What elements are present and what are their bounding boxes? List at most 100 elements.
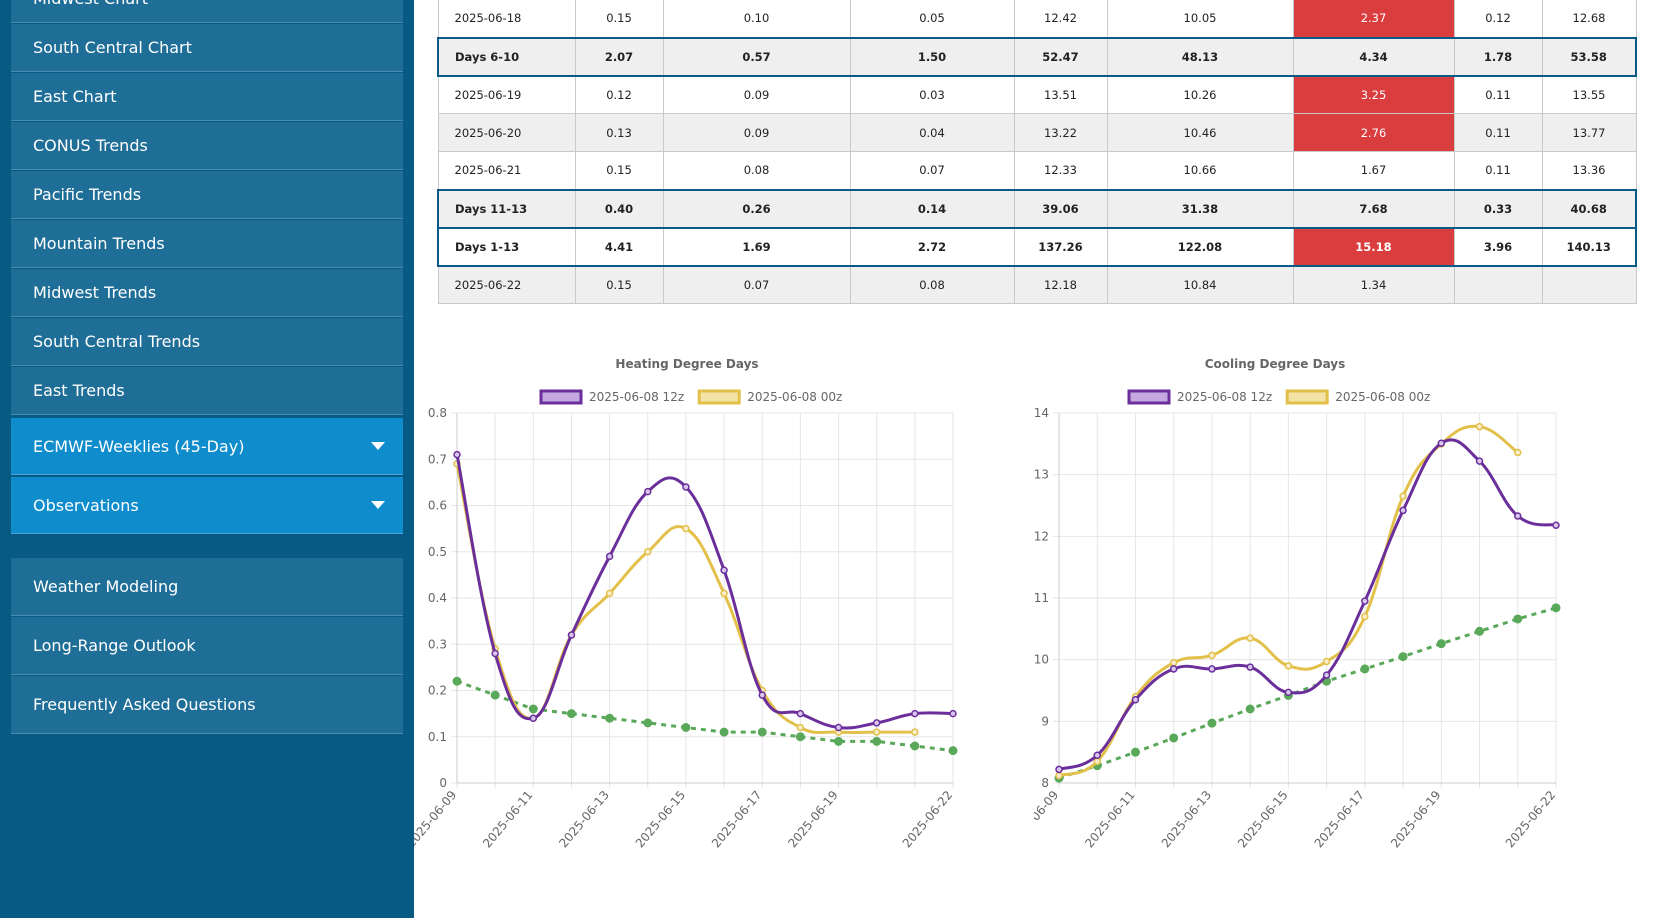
value-cell: 13.77 [1541,113,1637,152]
sidebar-item-east-chart[interactable]: East Chart [11,73,403,121]
sidebar-item-label: Midwest Chart [33,0,148,8]
value-cell: 10.05 [1106,0,1294,38]
sidebar-item-observations[interactable]: Observations [11,477,403,534]
data-point [1284,688,1293,697]
value-cell: 48.13 [1106,36,1294,77]
sidebar-item-midwest-trends[interactable]: Midwest Trends [11,269,403,317]
x-tick-label: 2025-06-13 [556,788,612,850]
data-point [1514,448,1522,457]
data-point [491,649,499,658]
value-cell: 15.18 [1292,226,1455,267]
y-tick-label: 14 [1034,406,1049,420]
chevron-down-icon [371,501,385,509]
data-point [1475,422,1484,431]
row-label-cell: Days 11-13 [437,188,576,229]
value-cell: 0.11 [1453,75,1543,114]
x-tick-label: 2025-06-17 [709,788,765,850]
x-tick-label: 2025-06-09 [414,788,459,850]
table-row: 2025-06-18 0.15 0.10 0.05 12.42 10.05 2.37 0.12… [437,0,1637,38]
sidebar-item-south-central-chart[interactable]: South Central Chart [11,24,403,72]
value-cell: 31.38 [1106,188,1294,229]
value-cell: 122.08 [1106,226,1294,267]
x-tick-label: 2025-06-13 [1159,788,1215,850]
data-point [1513,614,1523,624]
value-cell: 0.40 [574,188,664,229]
x-tick-label: 2025-06-09 [1034,788,1061,850]
value-cell: 0.12 [574,75,664,114]
data-point [1361,612,1369,621]
value-cell: 3.96 [1453,226,1543,267]
value-cell: 0.13 [574,113,664,152]
value-cell: 12.18 [1013,265,1108,304]
data-point [1130,747,1140,757]
value-cell: 0.33 [1453,188,1543,229]
value-cell: 0.12 [1453,0,1543,38]
data-point [1131,696,1140,704]
x-tick-label: 2025-06-11 [480,788,536,850]
value-cell: 0.03 [849,75,1015,114]
sidebar-item-east-trends[interactable]: East Trends [11,367,403,415]
sidebar-item-faq[interactable]: Frequently Asked Questions [11,676,403,734]
y-tick-label: 12 [1034,529,1049,543]
sidebar-item-weather-modeling[interactable]: Weather Modeling [11,558,403,616]
row-label-cell: Days 1-13 [437,226,576,267]
x-tick-label: 2025-06-22 [900,788,956,850]
data-point [1475,626,1485,636]
value-cell: 0.57 [662,36,851,77]
data-point [834,723,843,732]
data-point [605,552,614,561]
data-point [1246,634,1254,642]
data-point [453,450,461,459]
data-point [1169,665,1178,673]
value-cell: 0.04 [849,113,1015,152]
value-cell: 40.68 [1541,188,1637,229]
x-tick-label: 2025-06-19 [1388,788,1444,850]
y-tick-label: 0.7 [428,452,447,466]
sidebar-item-label: ECMWF-Weeklies (45-Day) [33,436,245,456]
value-cell: 10.84 [1106,265,1294,304]
y-tick-label: 0.2 [428,684,447,698]
sidebar: Midwest Chart South Central Chart East C… [0,0,414,918]
data-point [796,723,805,732]
value-cell: 1.78 [1453,36,1543,77]
data-point [605,713,615,723]
data-point [1245,704,1255,714]
sidebar-item-midwest-chart[interactable]: Midwest Chart [11,0,403,23]
legend-swatch [1285,389,1329,405]
data-point [528,704,538,714]
value-cell: 52.47 [1013,36,1108,77]
y-tick-label: 0.3 [428,637,447,651]
sidebar-item-mountain-trends[interactable]: Mountain Trends [11,220,403,268]
data-point [1322,657,1331,666]
degree-day-table: 2025-06-18 0.15 0.10 0.05 12.42 10.05 2.37 0.12… [437,0,1637,304]
table-row: 2025-06-21 0.15 0.08 0.07 12.33 10.66 1.67 0.11… [437,151,1637,190]
x-tick-label: 2025-06-22 [1503,788,1559,850]
data-point [1093,751,1101,759]
table-row: 2025-06-19 0.12 0.09 0.03 13.51 10.26 3.25 0.11… [437,75,1637,114]
sidebar-item-pacific-trends[interactable]: Pacific Trends [11,171,403,219]
sidebar-item-conus-trends[interactable]: CONUS Trends [11,122,403,170]
sidebar-item-long-range-outlook[interactable]: Long-Range Outlook [11,617,403,675]
summary-row: Days 11-13 0.40 0.26 0.14 39.06 31.38 7.68 0.33… [437,188,1637,229]
chart-title: Heating Degree Days [615,357,758,371]
data-point [910,741,920,751]
row-label-cell: 2025-06-20 [437,113,576,152]
row-label-cell: 2025-06-19 [437,75,576,114]
data-point [1475,457,1484,465]
value-cell [1541,265,1637,304]
sidebar-item-ecmwf-weeklies[interactable]: ECMWF-Weeklies (45-Day) [11,418,403,475]
data-point [1514,512,1522,520]
main-content: 2025-06-18 0.15 0.10 0.05 12.42 10.05 2.37 0.12… [414,0,1658,918]
row-label-cell: 2025-06-18 [437,0,576,38]
data-point [644,487,652,496]
data-point [1398,652,1408,662]
data-point [1399,506,1407,515]
series-line [455,454,954,730]
value-cell: 10.66 [1106,151,1294,190]
value-cell: 0.07 [849,151,1015,190]
data-point [1552,521,1560,529]
data-point [796,709,805,718]
value-cell: 1.34 [1292,265,1455,304]
sidebar-item-south-central-trends[interactable]: South Central Trends [11,318,403,366]
data-point [681,723,691,732]
